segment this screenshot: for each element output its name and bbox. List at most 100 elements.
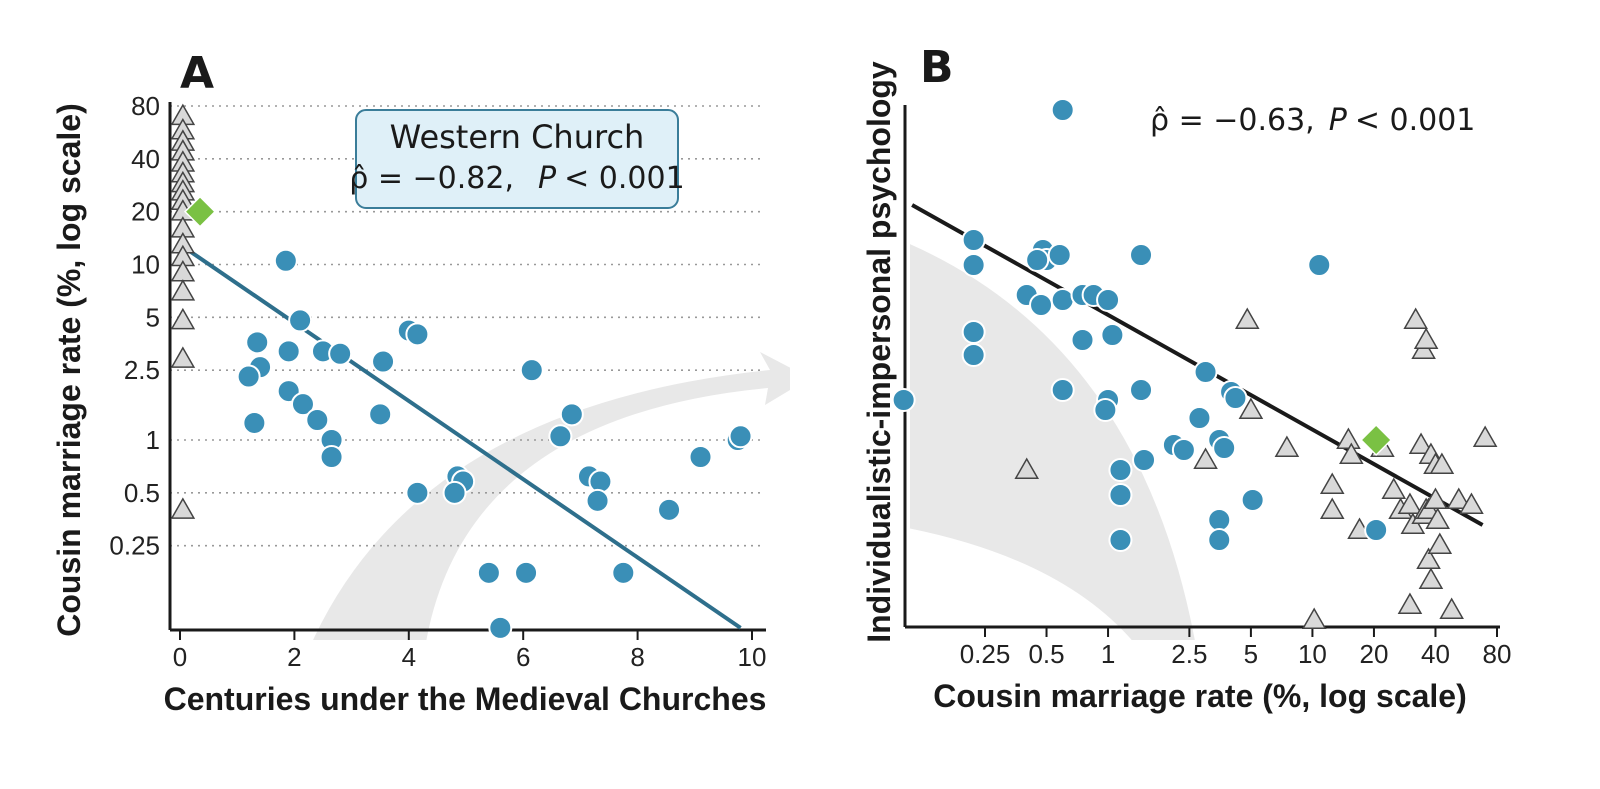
panel-a-point-triangle: [170, 346, 196, 368]
panel-b-point-triangle: [1339, 442, 1364, 464]
panel-b-point-circle: [1171, 438, 1196, 462]
panel-b-point-triangle: [1014, 457, 1040, 479]
panel-b-point-triangle: [1427, 532, 1453, 554]
panel-a-point-circle: [488, 615, 513, 640]
panel-b-point-circle: [1207, 508, 1232, 532]
panel-a-x-tick-label: 2: [287, 642, 301, 672]
panel-a-annotation-box: Western Church ρ̂ = −0.82, P < 0.001: [349, 109, 685, 209]
panel-b-x-tick-label: 40: [1421, 639, 1450, 669]
panel-b-point-triangle: [1336, 427, 1361, 449]
panel-a-point-circle: [328, 341, 353, 366]
panel-a-x-tick-label: 8: [630, 642, 644, 672]
panel-b: B 0.25 0.5 1 2.5 5 10 20 40 80 Individualistic-i…: [861, 42, 1511, 714]
panel-b-point-circle: [1129, 243, 1154, 267]
panel-a-points: [170, 103, 753, 640]
panel-b-point-circle: [961, 320, 986, 344]
panel-b-point-triangle: [1418, 567, 1444, 589]
panel-a-point-circle: [276, 339, 301, 364]
panel-a-y-tick-label: 0.25: [109, 531, 160, 561]
panel-b-point-circle: [1364, 518, 1389, 542]
annotation-b-stats: ρ̂ = −0.63, P < 0.001: [1150, 103, 1475, 138]
panel-b-point-circle: [1240, 488, 1265, 512]
panel-a-y-axis-title: Cousin marriage rate (%, log scale): [51, 103, 87, 637]
panel-a-point-circle: [514, 560, 539, 585]
panel-a-point-circle: [236, 364, 261, 389]
panel-b-point-circle: [1047, 243, 1072, 267]
panel-b-point-circle: [891, 388, 916, 412]
panel-a-y-tick-label: 5: [146, 302, 160, 332]
panel-a-y-tick-label: 1: [146, 425, 160, 455]
panel-a-y-tick-label: 0.5: [124, 478, 160, 508]
panel-a-point-triangle: [170, 497, 196, 519]
panel-b-point-circle: [1050, 378, 1075, 402]
panel-a-x-ticks: 0 2 4 6 8 10: [173, 630, 767, 672]
panel-a-y-tick-label: 2.5: [124, 355, 160, 385]
panel-b-points: [891, 98, 1498, 629]
panel-b-point-triangle: [1193, 447, 1218, 469]
panel-b-point-circle: [1093, 398, 1118, 422]
panel-a-point-circle: [585, 488, 610, 513]
panel-a-point-circle: [476, 560, 501, 585]
panel-a-x-tick-label: 10: [738, 642, 767, 672]
panel-b-point-triangle: [1381, 477, 1407, 499]
panel-b-x-tick-label: 5: [1244, 639, 1258, 669]
panel-a-point-triangle: [170, 307, 196, 330]
panel-b-point-circle: [1096, 288, 1121, 312]
panel-b-point-circle: [1307, 253, 1332, 277]
panel-b-point-triangle: [1439, 597, 1464, 619]
panel-b-x-ticks: 0.25 0.5 1 2.5 5 10 20 40 80: [960, 627, 1512, 669]
panel-a-y-tick-label: 80: [131, 91, 160, 121]
panel-a-point-circle: [368, 402, 393, 427]
panel-b-y-axis-title: Individualistic-impersonal psychology: [861, 61, 897, 643]
annotation-b-p-label: P: [1329, 103, 1348, 138]
panel-b-point-triangle: [1319, 497, 1345, 519]
panel-b-x-tick-label: 80: [1483, 639, 1512, 669]
panel-a-background-arrow: [313, 352, 790, 640]
panel-a-point-circle: [728, 424, 753, 449]
panel-b-x-tick-label: 0.25: [960, 639, 1011, 669]
panel-a-point-circle: [559, 402, 584, 427]
panel-a-point-circle: [245, 330, 270, 355]
panel-a-point-circle: [405, 322, 430, 347]
panel-b-point-triangle: [1301, 607, 1327, 629]
panel-a-y-ticks: 80 40 20 10 5 2.5 1 0.5 0.25: [109, 91, 160, 561]
panel-a-x-axis-title: Centuries under the Medieval Churches: [164, 681, 767, 717]
panel-b-x-axis-title: Cousin marriage rate (%, log scale): [933, 678, 1467, 714]
panel-a-point-circle: [657, 497, 682, 522]
panel-b-point-circle: [1132, 448, 1157, 472]
panel-a-point-circle: [273, 248, 298, 273]
panel-a-point-circle: [611, 560, 636, 585]
panel-b-point-circle: [961, 253, 986, 277]
panel-b-point-circle: [1108, 483, 1133, 507]
panel-a-y-tick-label: 40: [131, 144, 160, 174]
annotation-a-p-label: P: [538, 161, 557, 196]
panel-a-point-circle: [548, 424, 573, 449]
panel-b-point-circle: [1207, 528, 1232, 552]
panel-b-point-circle: [1212, 436, 1237, 460]
panel-b-point-circle: [1029, 293, 1054, 317]
panel-b-point-circle: [1108, 528, 1133, 552]
panel-a-point-circle: [688, 445, 713, 469]
panel-b-point-circle: [1193, 360, 1218, 384]
panel-a-x-tick-label: 6: [516, 642, 530, 672]
panel-b-point-triangle: [1403, 307, 1428, 329]
panel-a-x-tick-label: 0: [173, 642, 187, 672]
panel-b-point-triangle: [1423, 487, 1448, 509]
panel-b-point-circle: [1050, 98, 1075, 122]
panel-b-point-circle: [1050, 288, 1075, 312]
panel-a-point-circle: [288, 308, 313, 333]
panel-b-x-tick-label: 20: [1359, 639, 1388, 669]
panel-a-point-circle: [305, 407, 330, 432]
annotation-a-stats: ρ̂ = −0.82, P < 0.001: [349, 161, 684, 196]
annotation-a-rho: ρ̂ = −0.82,: [349, 161, 514, 196]
panel-b-point-triangle: [1319, 472, 1345, 494]
panel-b-point-circle: [1025, 248, 1050, 272]
panel-a-point-diamond: [183, 195, 217, 228]
panel-a-x-tick-label: 4: [402, 642, 416, 672]
panel-a-point-circle: [442, 480, 467, 505]
panel-a-point-circle: [319, 445, 344, 469]
panel-b-point-circle: [1187, 406, 1212, 430]
panel-a: A 80 40 20 10 5 2.5 1 0.5 0.25 0 2 4 6 8 10 Cousin ma…: [51, 48, 766, 717]
